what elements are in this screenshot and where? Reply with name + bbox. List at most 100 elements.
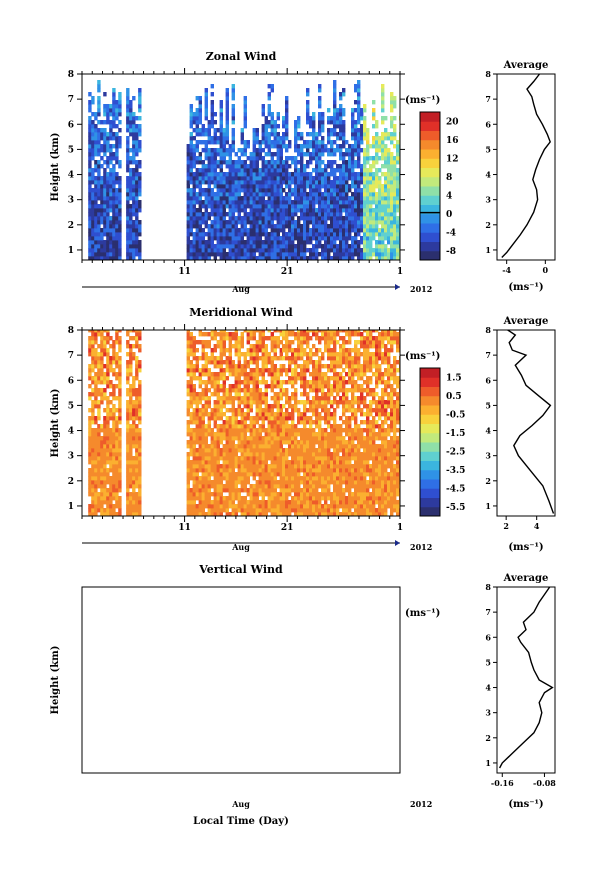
- heat-cell: [333, 208, 337, 213]
- heat-cell: [255, 440, 259, 445]
- heat-cell: [88, 128, 92, 133]
- heat-cell: [91, 232, 95, 237]
- heat-cell: [273, 436, 277, 441]
- heat-cell: [273, 196, 277, 201]
- heat-cell: [234, 428, 238, 433]
- heat-cell: [279, 440, 283, 445]
- heat-cell: [279, 224, 283, 229]
- heat-cell: [342, 112, 346, 117]
- heat-cell: [207, 476, 211, 481]
- heat-cell: [396, 144, 400, 149]
- heat-cell: [207, 200, 211, 205]
- heat-cell: [135, 252, 139, 257]
- heat-cell: [207, 188, 211, 193]
- heat-cell: [243, 100, 247, 105]
- heat-cell: [264, 380, 268, 385]
- heat-cell: [294, 172, 298, 177]
- heat-cell: [195, 472, 199, 477]
- heat-cell: [126, 216, 130, 221]
- heat-cell: [249, 512, 253, 516]
- heat-cell: [201, 472, 205, 477]
- heat-cell: [210, 212, 214, 217]
- heat-cell: [393, 196, 397, 201]
- heat-cell: [138, 412, 142, 417]
- heat-cell: [288, 232, 292, 237]
- heat-cell: [192, 224, 196, 229]
- heat-cell: [282, 256, 286, 260]
- heat-cell: [279, 484, 283, 489]
- heat-cell: [249, 240, 253, 245]
- heat-cell: [285, 248, 289, 253]
- heat-cell: [138, 180, 142, 185]
- heat-cell: [126, 444, 130, 449]
- heat-cell: [94, 216, 98, 221]
- heat-cell: [138, 124, 142, 129]
- heat-cell: [360, 236, 364, 241]
- heat-cell: [219, 476, 223, 481]
- heat-cell: [276, 220, 280, 225]
- heat-cell: [336, 232, 340, 237]
- heat-cell: [393, 136, 397, 141]
- heat-cell: [192, 476, 196, 481]
- heat-cell: [118, 196, 122, 201]
- heat-cell: [189, 200, 193, 205]
- profile-y-tick-label: 4: [485, 170, 491, 180]
- heat-cell: [126, 164, 130, 169]
- heat-cell: [279, 364, 283, 369]
- heat-cell: [288, 212, 292, 217]
- heat-cell: [252, 492, 256, 497]
- heat-cell: [264, 352, 268, 357]
- heat-cell: [267, 500, 271, 505]
- heat-cell: [91, 136, 95, 141]
- heat-cell: [354, 248, 358, 253]
- heat-cell: [306, 220, 310, 225]
- heat-cell: [246, 228, 250, 233]
- heat-cell: [198, 484, 202, 489]
- heat-cell: [246, 388, 250, 393]
- heat-cell: [132, 136, 136, 141]
- heat-cell: [91, 124, 95, 129]
- heat-cell: [312, 112, 316, 117]
- heat-cell: [213, 172, 217, 177]
- heat-cell: [129, 216, 133, 221]
- heat-cell: [243, 364, 247, 369]
- heat-cell: [138, 200, 142, 205]
- heat-cell: [264, 400, 268, 405]
- heat-cell: [186, 228, 190, 233]
- heat-cell: [357, 148, 361, 153]
- heat-cell: [216, 372, 220, 377]
- heat-cell: [109, 368, 113, 373]
- heat-cell: [261, 256, 265, 260]
- heat-cell: [240, 472, 244, 477]
- heat-cell: [195, 172, 199, 177]
- heat-cell: [222, 172, 226, 177]
- heat-cell: [129, 240, 133, 245]
- heat-cell: [246, 404, 250, 409]
- heat-cell: [201, 420, 205, 425]
- heat-cell: [231, 216, 235, 221]
- heat-cell: [381, 84, 385, 89]
- heat-cell: [291, 248, 295, 253]
- heat-cell: [321, 148, 325, 153]
- heat-cell: [258, 408, 262, 413]
- heat-cell: [118, 428, 122, 433]
- heat-cell: [106, 140, 110, 145]
- heat-cell: [231, 180, 235, 185]
- heat-cell: [195, 240, 199, 245]
- heat-cell: [363, 256, 367, 260]
- heat-cell: [201, 172, 205, 177]
- heat-cell: [210, 120, 214, 125]
- heat-cell: [339, 256, 343, 260]
- heat-cell: [126, 512, 130, 516]
- heat-cell: [138, 228, 142, 233]
- heat-cell: [222, 464, 226, 469]
- heat-cell: [109, 464, 113, 469]
- heat-cell: [327, 152, 331, 157]
- heat-cell: [261, 496, 265, 501]
- heat-cell: [252, 348, 256, 353]
- heat-cell: [94, 360, 98, 365]
- heat-cell: [315, 216, 319, 221]
- heat-cell: [186, 240, 190, 245]
- heat-cell: [273, 172, 277, 177]
- heat-cell: [213, 356, 217, 361]
